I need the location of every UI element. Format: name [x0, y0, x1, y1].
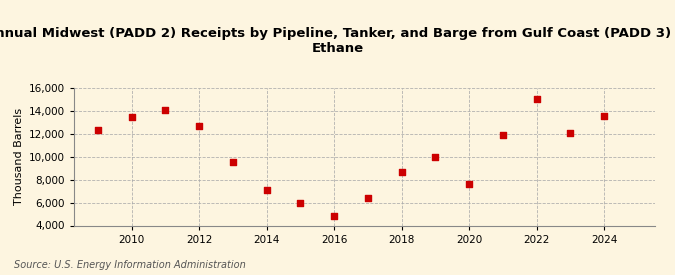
Point [160, 108, 171, 112]
Point [396, 169, 407, 174]
Point [295, 200, 306, 205]
Point [531, 97, 542, 102]
Point [227, 160, 238, 165]
Point [362, 196, 373, 200]
Point [92, 128, 103, 133]
Point [464, 182, 475, 186]
Point [126, 114, 137, 119]
Point [565, 131, 576, 135]
Point [430, 155, 441, 159]
Y-axis label: Thousand Barrels: Thousand Barrels [14, 108, 24, 205]
Point [194, 124, 205, 128]
Point [329, 214, 340, 219]
Point [497, 133, 508, 137]
Point [261, 188, 272, 192]
Text: Annual Midwest (PADD 2) Receipts by Pipeline, Tanker, and Barge from Gulf Coast : Annual Midwest (PADD 2) Receipts by Pipe… [0, 28, 675, 56]
Point [599, 113, 610, 118]
Text: Source: U.S. Energy Information Administration: Source: U.S. Energy Information Administ… [14, 260, 245, 270]
